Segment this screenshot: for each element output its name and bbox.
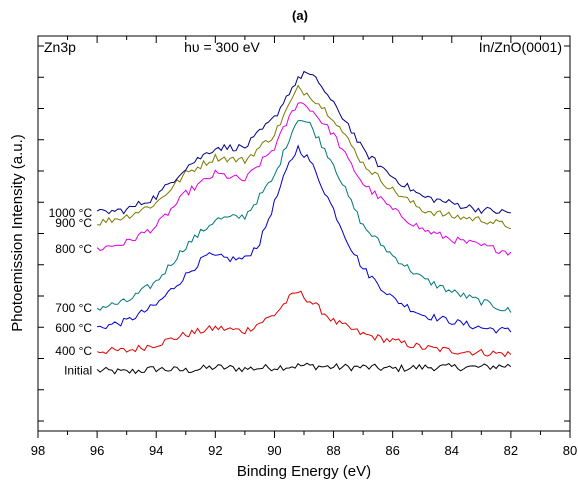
y-axis-label: Photoemission Intensity (a.u.)	[9, 134, 26, 332]
series-label: 600 °C	[55, 321, 92, 335]
x-tick-label: 94	[149, 443, 163, 458]
series-line	[96, 102, 512, 256]
series-line	[97, 84, 512, 230]
x-axis: 98 96 94 92 90 88 86 84 82 80	[31, 36, 577, 458]
x-tick-label: 90	[267, 443, 281, 458]
series-label: Initial	[64, 363, 92, 377]
y-axis	[38, 45, 570, 422]
series-line	[96, 70, 511, 215]
series-line	[96, 290, 512, 358]
x-tick-label: 86	[385, 443, 399, 458]
core-level-annotation: Zn3p	[44, 39, 76, 55]
series-line	[96, 119, 512, 313]
x-tick-label: 84	[445, 443, 459, 458]
x-tick-label: 82	[504, 443, 518, 458]
x-tick-label: 98	[31, 443, 45, 458]
series-label: 900 °C	[55, 216, 92, 230]
series-label: 1000 °C	[49, 206, 93, 220]
series-labels: Initial 400 °C 600 °C 700 °C 800 °C 900 °C100…	[49, 206, 93, 377]
x-axis-label: Binding Energy (eV)	[237, 463, 371, 480]
series-label: 400 °C	[55, 344, 92, 358]
series-group	[96, 70, 512, 375]
chart-title: (a)	[292, 8, 308, 23]
x-tick-label: 88	[326, 443, 340, 458]
series-line	[96, 362, 512, 375]
series-label: 700 °C	[55, 301, 92, 315]
x-tick-label: 80	[563, 443, 577, 458]
sample-annotation: In/ZnO(0001)	[479, 39, 562, 55]
series-label: 800 °C	[55, 242, 92, 256]
x-tick-label: 92	[208, 443, 222, 458]
x-tick-label: 96	[90, 443, 104, 458]
series-line	[97, 144, 512, 334]
photon-energy-annotation: hυ = 300 eV	[184, 39, 260, 55]
